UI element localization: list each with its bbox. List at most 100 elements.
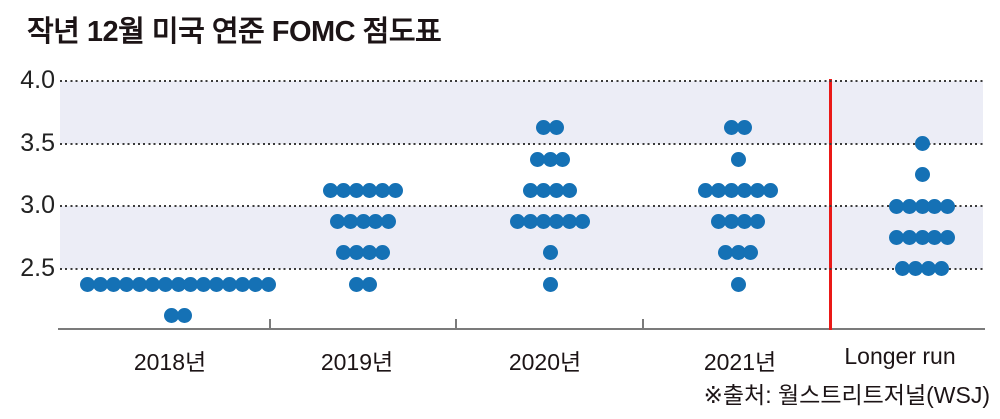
dot: [510, 214, 526, 230]
dot: [888, 198, 904, 214]
dot: [762, 182, 778, 198]
dot: [247, 276, 263, 292]
y-axis-tick-label: 3.5: [20, 128, 55, 157]
dot: [743, 245, 759, 261]
dot: [387, 182, 403, 198]
dot: [361, 245, 377, 261]
y-axis-tick-label: 4.0: [20, 66, 55, 94]
dot: [222, 276, 238, 292]
x-axis-tick: [642, 319, 644, 328]
dot: [361, 182, 377, 198]
y-axis-tick-label: 3.0: [20, 191, 55, 219]
gridline-3.5: [60, 142, 983, 145]
x-axis-tick: [455, 319, 457, 328]
y-axis-tick-label: 2.5: [20, 253, 55, 282]
dot: [548, 214, 564, 230]
dot: [895, 261, 911, 276]
dot: [927, 229, 943, 245]
gridline-2.5: [60, 267, 983, 270]
dot: [724, 214, 740, 230]
dot: [724, 182, 740, 198]
dot: [93, 276, 109, 292]
dot: [196, 276, 212, 292]
dot: [361, 276, 377, 292]
dot: [730, 245, 746, 261]
dot: [355, 214, 371, 230]
x-axis-label-longer-run: Longer run: [844, 343, 956, 369]
dot: [561, 182, 577, 198]
dot: [920, 261, 936, 276]
dot: [349, 182, 365, 198]
dot: [381, 214, 397, 230]
dot: [523, 182, 539, 198]
dot: [749, 182, 765, 198]
chart-title: 작년 12월 미국 연준 FOMC 점도표: [27, 16, 442, 48]
dot: [730, 276, 746, 292]
dot: [908, 261, 924, 276]
dot: [144, 276, 160, 292]
dot: [736, 214, 752, 230]
dot: [542, 245, 558, 261]
x-axis-tick: [269, 319, 271, 328]
dot: [736, 120, 752, 136]
dot: [131, 276, 147, 292]
dot: [329, 214, 345, 230]
dot: [901, 198, 917, 214]
dot: [106, 276, 121, 292]
dot: [164, 307, 180, 323]
dot: [927, 198, 943, 214]
source-caption: ※출처: 월스트리트저널(WSJ): [703, 382, 990, 408]
dot: [711, 182, 727, 198]
dot: [933, 261, 949, 276]
dot: [711, 214, 727, 230]
dot: [183, 276, 199, 292]
dot: [523, 214, 539, 230]
dot: [374, 245, 390, 261]
dot: [542, 151, 558, 167]
dot: [914, 167, 930, 183]
dot: [374, 182, 390, 198]
dot: [80, 276, 96, 292]
dot: [336, 245, 352, 261]
shaded-band: [60, 81, 983, 144]
dot: [888, 229, 904, 245]
x-axis-label-2021: 2021년: [703, 349, 777, 375]
x-axis-label-2020: 2020년: [508, 349, 582, 375]
dot: [901, 229, 917, 245]
x-axis-label-2018: 2018년: [133, 349, 207, 375]
dot: [548, 120, 564, 136]
gridline-3.0: [60, 205, 983, 207]
dot: [260, 276, 276, 292]
dot: [736, 182, 752, 198]
dot: [157, 276, 173, 292]
dot: [235, 276, 250, 292]
dot: [561, 214, 577, 230]
dot: [170, 276, 186, 292]
dot: [368, 214, 384, 230]
dot: [940, 229, 956, 245]
dot: [542, 276, 558, 292]
dot: [717, 245, 733, 261]
dot: [536, 214, 552, 230]
gridline-4.0: [60, 80, 983, 82]
dot: [536, 120, 552, 136]
dot: [529, 151, 545, 167]
dot: [349, 276, 365, 292]
longer-run-separator-line: [829, 79, 832, 330]
dot: [342, 214, 358, 230]
dot: [914, 136, 930, 151]
x-axis-line: [58, 328, 985, 330]
x-axis-label-2019: 2019년: [320, 349, 394, 375]
dot: [914, 229, 930, 245]
dot: [574, 214, 590, 230]
dot: [323, 182, 339, 198]
dot: [914, 198, 930, 214]
dot: [698, 182, 714, 198]
dot: [548, 182, 564, 198]
dot: [209, 276, 225, 292]
dot: [724, 120, 740, 136]
dot: [749, 214, 765, 230]
dot: [730, 151, 746, 167]
dot: [940, 198, 956, 214]
